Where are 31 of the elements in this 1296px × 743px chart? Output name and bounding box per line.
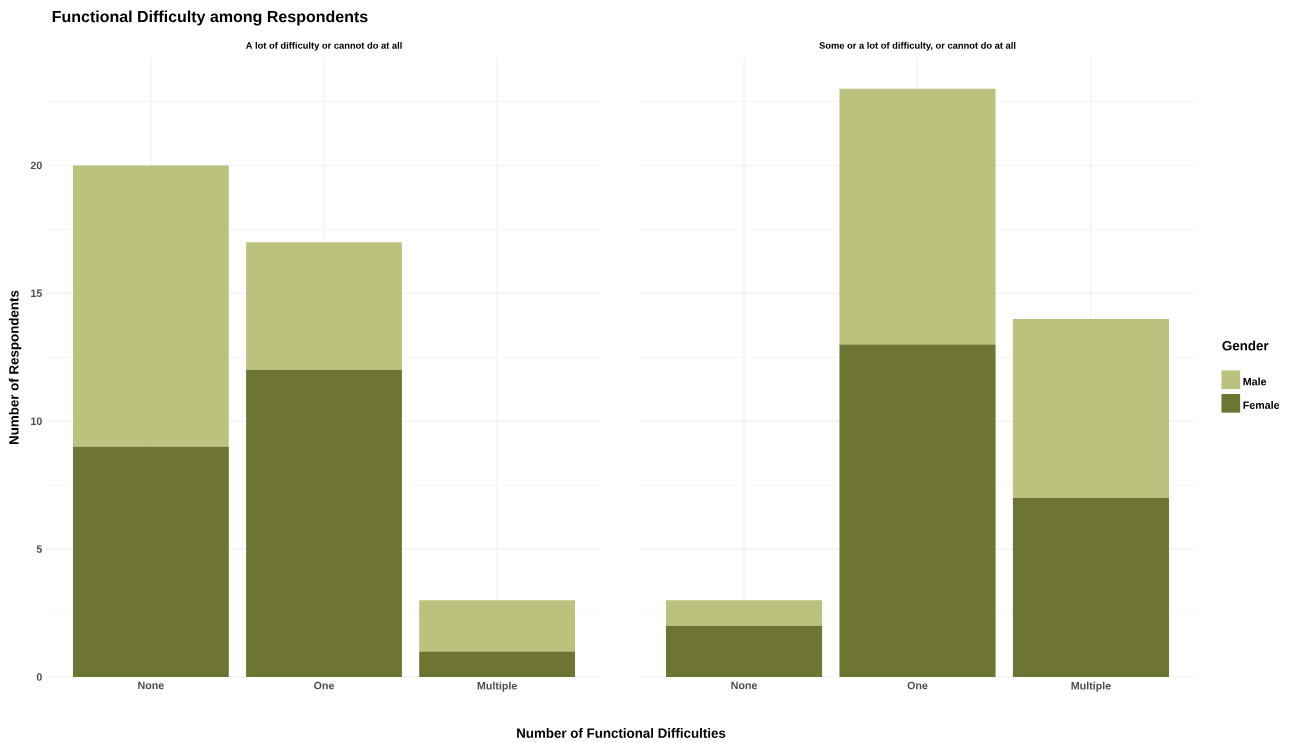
bar	[419, 600, 576, 652]
y-tick-label: 15	[31, 289, 42, 298]
x-tick-label: Multiple	[477, 681, 517, 692]
x-tick-label: One	[314, 681, 335, 690]
chart-subtitle: Some or a lot of difficulty, or cannot do at all	[819, 41, 1016, 51]
y-tick-label: 20	[30, 161, 42, 170]
x-tick-label: None	[138, 681, 164, 690]
chart-title: Functional Difficulty among Respondents	[52, 10, 368, 26]
y-axis-title: Number of Respondents	[8, 290, 22, 445]
bar	[246, 370, 402, 677]
bar	[72, 165, 229, 447]
bar	[666, 600, 823, 626]
y-tick-label: 0	[36, 673, 42, 681]
x-axis-title: Number of Functional Difficulties	[517, 728, 726, 738]
x-tick-label: One	[907, 681, 928, 690]
legend-title: Gender	[1222, 340, 1269, 351]
bar	[419, 651, 576, 677]
bar	[666, 625, 823, 677]
bar	[1012, 497, 1169, 677]
legend-label: Male	[1243, 377, 1267, 386]
bar	[72, 446, 229, 677]
y-tick-label: 5	[36, 545, 42, 553]
bar	[839, 88, 996, 345]
bar	[1012, 318, 1169, 498]
chart-subtitle: A lot of difficulty or cannot do at all	[245, 41, 402, 51]
x-tick-label: Multiple	[1071, 681, 1111, 692]
bar	[246, 242, 402, 371]
y-tick-label: 10	[31, 417, 42, 425]
x-tick-label: None	[731, 681, 758, 690]
bar	[839, 344, 996, 677]
legend-label: Female	[1243, 401, 1280, 409]
